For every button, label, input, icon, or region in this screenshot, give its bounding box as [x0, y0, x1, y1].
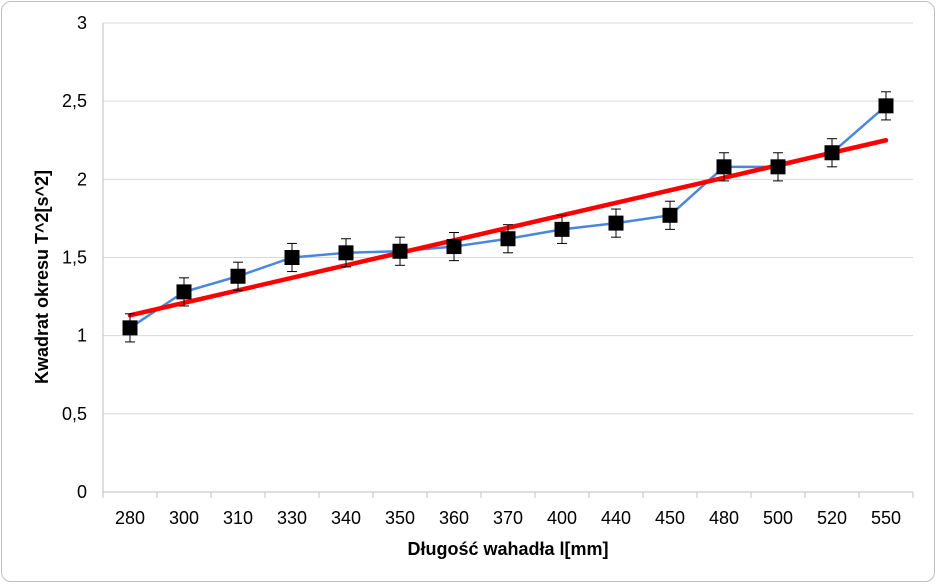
data-point: [878, 98, 894, 114]
x-tick-labels: 280 300 310 330 340 350 360 370 400 440 450 480 500 5…: [115, 508, 901, 528]
data-point: [608, 215, 624, 231]
x-tick-label: 440: [601, 508, 631, 528]
x-axis-title: Długość wahadła l[mm]: [407, 539, 608, 559]
x-tick-label: 330: [277, 508, 307, 528]
x-tick-label: 450: [655, 508, 685, 528]
y-tick-label: 1: [77, 326, 87, 346]
y-axis-title: Kwadrat okresu T^2[s^2]: [32, 170, 52, 384]
x-tick-label: 280: [115, 508, 145, 528]
data-point: [230, 268, 246, 284]
x-tick-label: 480: [709, 508, 739, 528]
y-tick-label: 1,5: [62, 248, 87, 268]
x-tick-label: 310: [223, 508, 253, 528]
data-point: [284, 250, 300, 265]
x-tick-label: 500: [763, 508, 793, 528]
data-point: [662, 207, 678, 223]
y-tick-label: 0: [77, 482, 87, 502]
data-point: [338, 245, 354, 261]
data-point: [392, 243, 408, 259]
data-point: [176, 284, 192, 300]
gridlines: [103, 22, 913, 415]
y-tick-label: 2: [77, 169, 87, 189]
x-tick-label: 350: [385, 508, 415, 528]
y-tick-label: 3: [77, 13, 87, 33]
data-point: [446, 239, 462, 255]
x-tick-label: 520: [817, 508, 847, 528]
axes: [102, 23, 914, 498]
x-tick-label: 550: [871, 508, 901, 528]
x-tick-label: 360: [439, 508, 469, 528]
data-point: [500, 231, 516, 247]
x-tick-label: 300: [169, 508, 199, 528]
series-line: [129, 104, 887, 329]
x-tick-label: 340: [331, 508, 361, 528]
data-point: [554, 221, 570, 237]
data-point: [716, 159, 732, 175]
x-tick-label: 370: [493, 508, 523, 528]
data-point: [770, 159, 786, 175]
y-tick-label: 0,5: [62, 404, 87, 424]
data-point: [824, 145, 840, 161]
points: [122, 91, 894, 343]
data-point: [122, 320, 138, 336]
series: [129, 104, 887, 329]
y-tick-labels: 0 0,5 1 1,5 2 2,5 3: [62, 13, 87, 502]
x-tick-label: 400: [547, 508, 577, 528]
y-tick-label: 2,5: [62, 91, 87, 111]
